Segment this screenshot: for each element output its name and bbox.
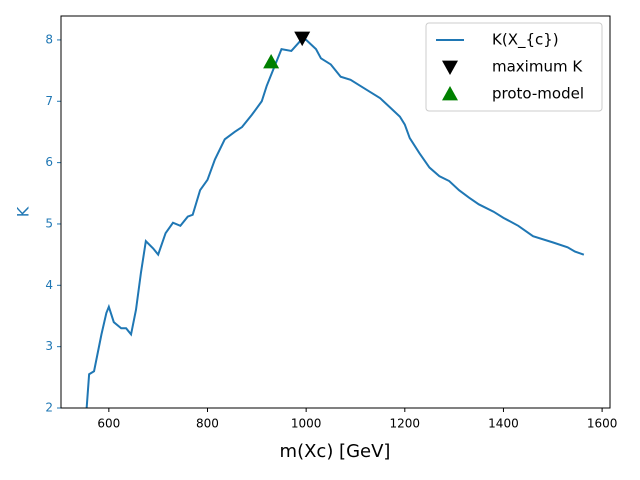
x-tick-label: 600 [97, 417, 120, 431]
marker [294, 31, 311, 47]
legend-swatch [442, 86, 458, 101]
y-tick-label: 5 [45, 216, 53, 230]
y-axis-label: K [14, 206, 33, 217]
legend-swatch [442, 60, 458, 75]
legend-label: proto-model [492, 85, 584, 103]
x-tick-label: 1400 [488, 417, 519, 431]
y-tick-label: 3 [45, 339, 53, 353]
y-tick-label: 7 [45, 94, 53, 108]
marker [263, 54, 280, 69]
legend-label: maximum K [492, 58, 583, 76]
data-line [85, 38, 585, 409]
y-tick-label: 8 [45, 32, 53, 46]
y-tick-label: 6 [45, 155, 53, 169]
x-tick-label: 800 [196, 417, 219, 431]
x-tick-label: 1000 [291, 417, 322, 431]
legend-box [425, 22, 603, 112]
x-tick-label: 1600 [587, 417, 618, 431]
legend-label: K(X_{c}) [492, 31, 559, 50]
y-tick-label: 2 [45, 401, 53, 415]
y-tick-label: 4 [45, 278, 53, 292]
x-axis-label: m(Xc) [GeV] [280, 441, 391, 462]
axes-frame [60, 15, 611, 409]
x-tick-label: 1200 [390, 417, 421, 431]
